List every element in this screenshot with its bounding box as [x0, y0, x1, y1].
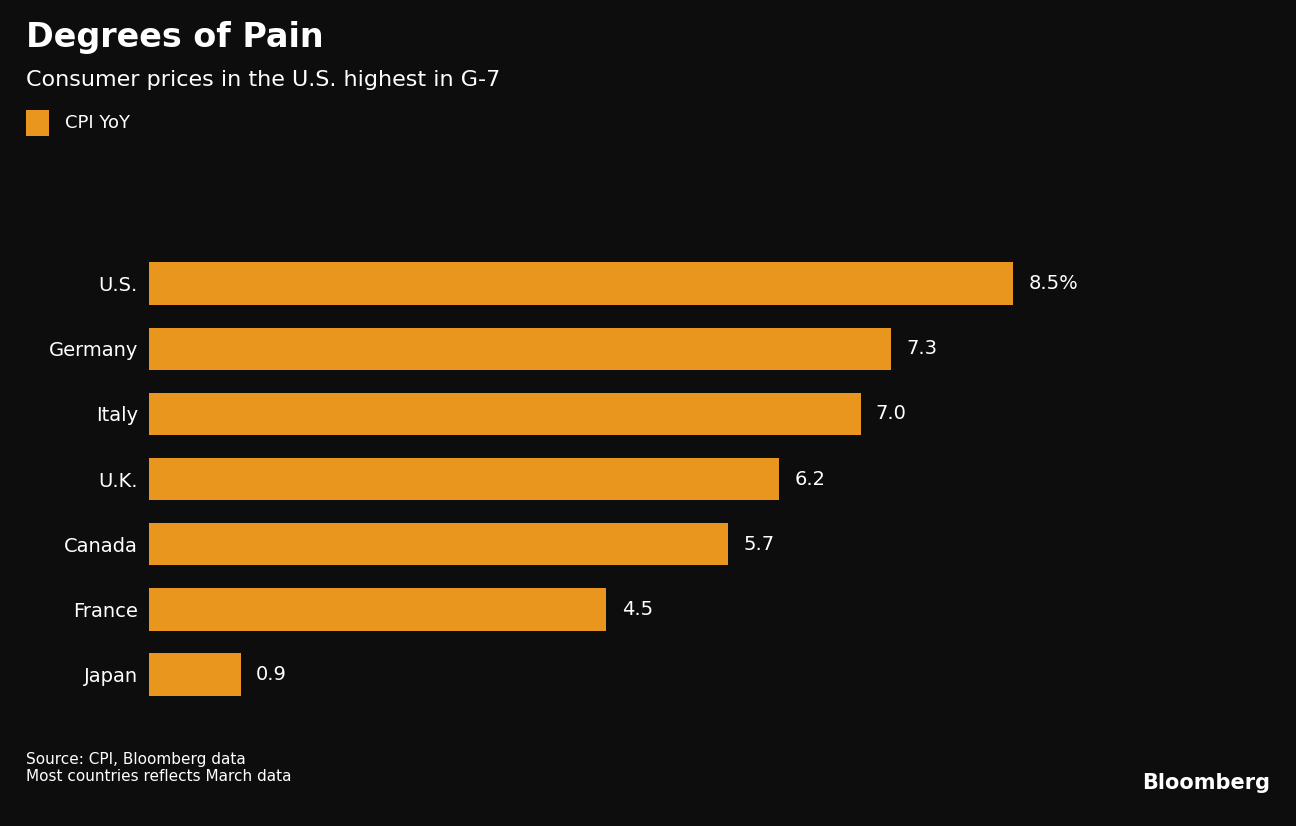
Bar [149, 263, 1013, 305]
Text: 6.2: 6.2 [794, 469, 826, 489]
Text: Source: CPI, Bloomberg data
Most countries reflects March data: Source: CPI, Bloomberg data Most countri… [26, 752, 292, 784]
Bar [149, 392, 861, 435]
Text: Degrees of Pain: Degrees of Pain [26, 21, 324, 54]
Text: 8.5%: 8.5% [1028, 274, 1078, 293]
Text: 4.5: 4.5 [622, 600, 653, 619]
Text: 7.3: 7.3 [906, 339, 937, 358]
Text: CPI YoY: CPI YoY [65, 114, 130, 132]
Text: Bloomberg: Bloomberg [1142, 773, 1270, 793]
Bar [149, 588, 607, 630]
Bar [149, 458, 779, 501]
Text: 5.7: 5.7 [744, 534, 775, 553]
Text: 0.9: 0.9 [255, 665, 286, 684]
Text: 7.0: 7.0 [876, 405, 907, 424]
Bar [149, 523, 728, 566]
Text: Consumer prices in the U.S. highest in G-7: Consumer prices in the U.S. highest in G… [26, 70, 500, 90]
Bar [149, 328, 892, 370]
Bar [149, 653, 241, 695]
